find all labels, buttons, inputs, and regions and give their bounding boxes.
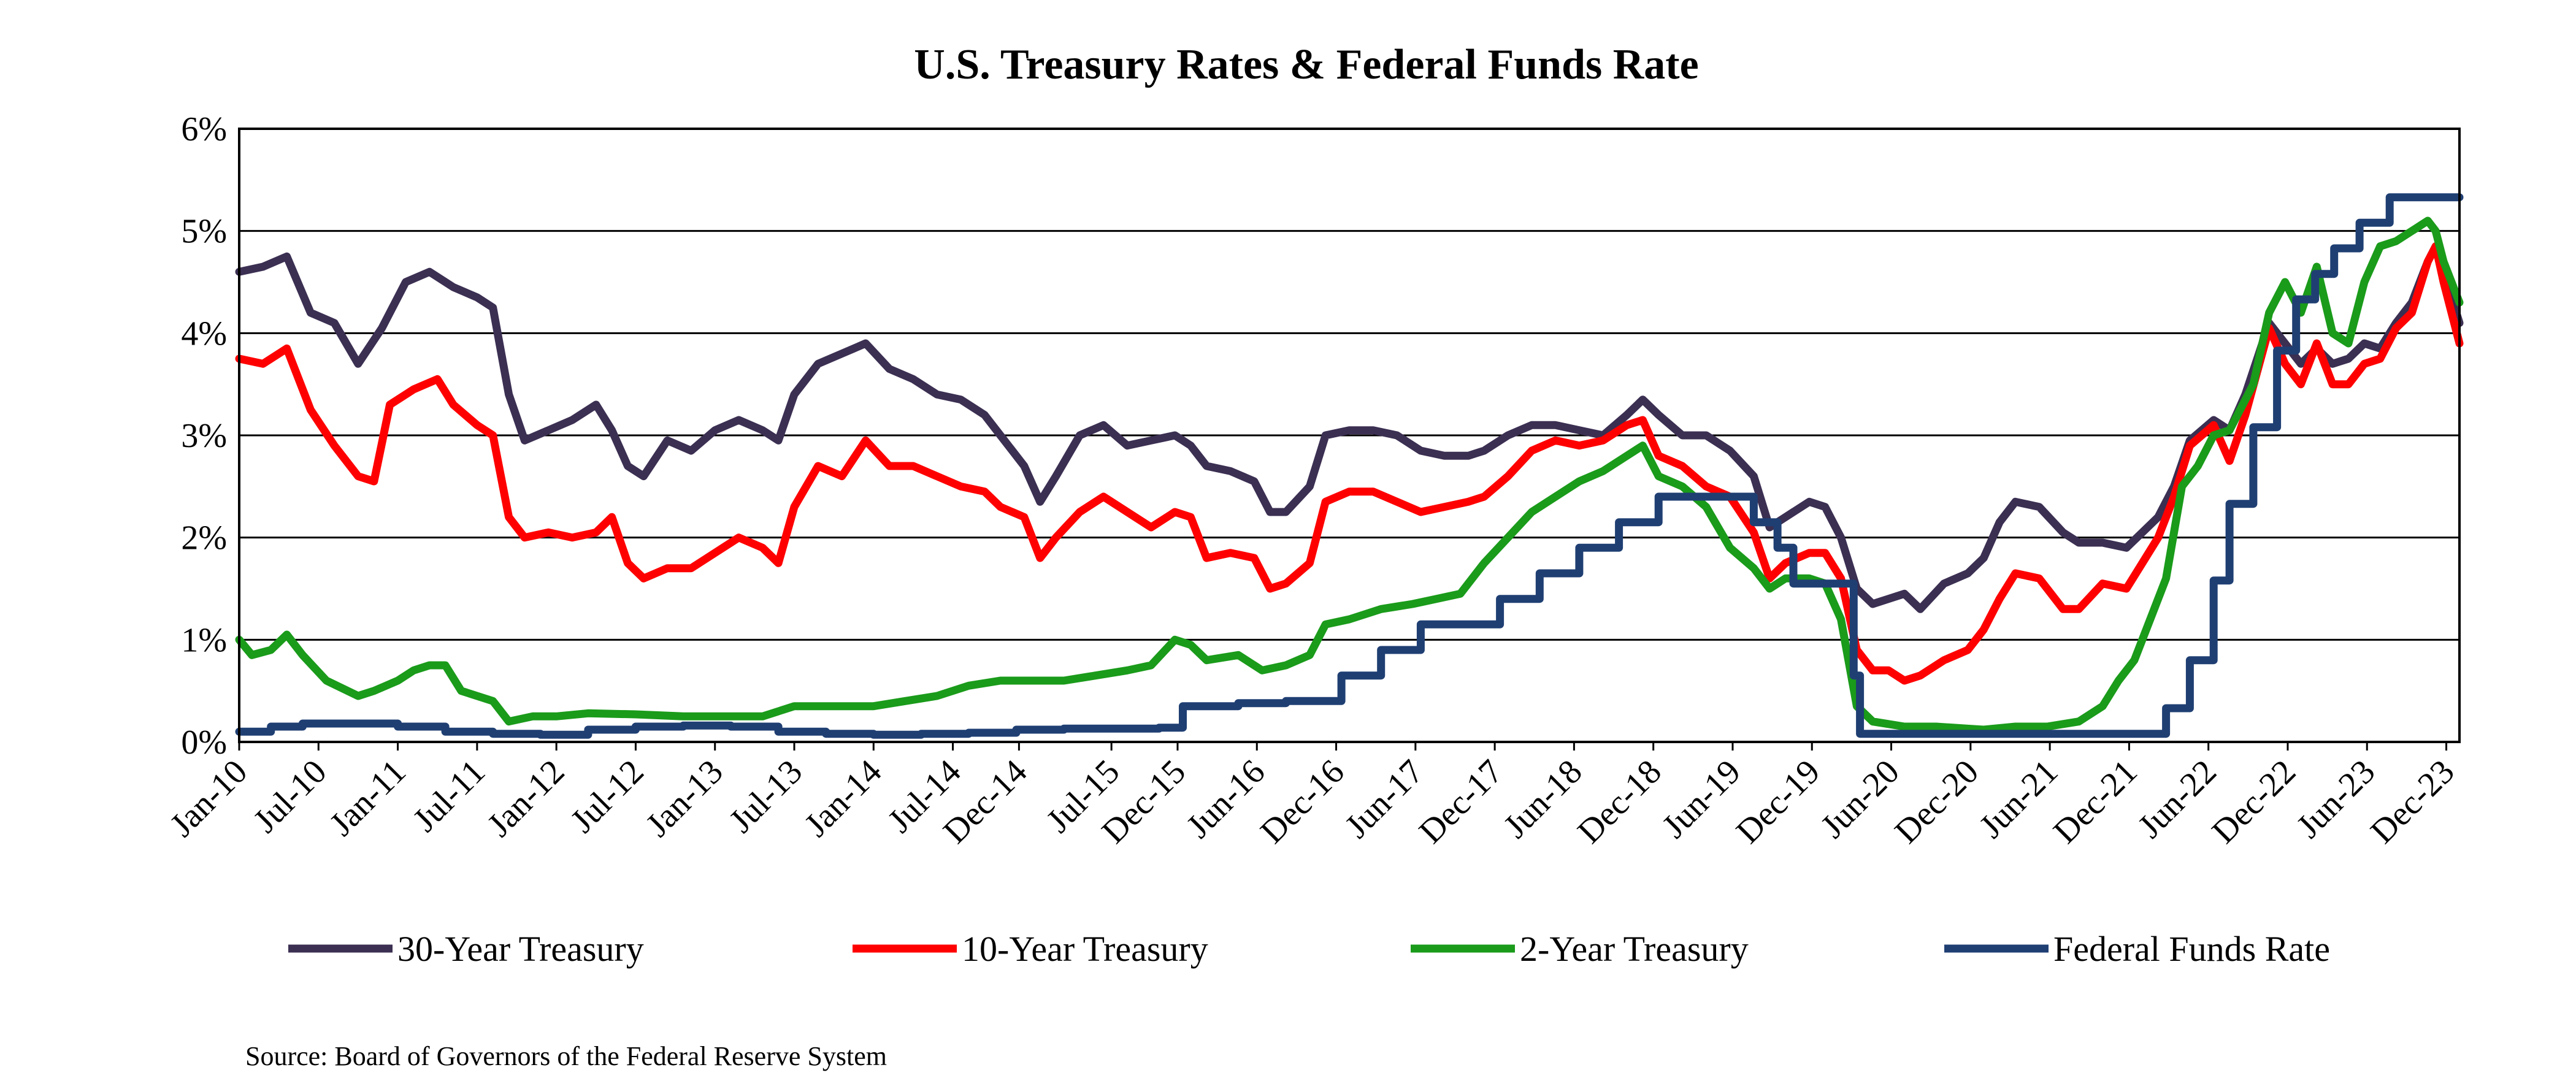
series-line-10-year-treasury (235, 242, 2464, 685)
x-tick-label: Dec-18 (1570, 752, 1668, 850)
x-tick-label: Dec-16 (1253, 752, 1351, 850)
x-tick-label: Dec-22 (2205, 752, 2303, 850)
series-line-2-year-treasury (235, 216, 2464, 734)
x-tick-label: Jan-12 (480, 752, 572, 844)
x-axis-ticks: Jan-10Jul-10Jan-11Jul-11Jan-12Jul-12Jan-… (163, 742, 2462, 851)
series-line-30-year-treasury (235, 242, 2464, 613)
x-tick-label: Jan-11 (323, 752, 413, 843)
y-tick-label: 2% (181, 519, 227, 557)
x-tick-label: Dec-23 (2363, 752, 2461, 850)
x-tick-label: Jul-10 (247, 752, 334, 840)
y-tick-label: 6% (181, 110, 227, 148)
x-tick-label: Jul-12 (564, 752, 651, 840)
x-tick-label: Jan-10 (163, 752, 255, 844)
x-tick-label: Dec-19 (1729, 752, 1827, 850)
x-tick-label: Jun-18 (1497, 752, 1590, 846)
y-tick-label: 0% (181, 724, 227, 762)
x-tick-label: Jul-11 (406, 752, 493, 839)
source-note: Source: Board of Governors of the Federa… (245, 1041, 887, 1071)
x-tick-label: Jan-13 (638, 752, 730, 844)
y-tick-label: 5% (181, 213, 227, 251)
legend: 30-Year Treasury 10-Year Treasury 2-Year T… (288, 929, 2330, 969)
plot-frame (238, 128, 2461, 743)
y-tick-label: 1% (181, 621, 227, 659)
y-tick-label: 3% (181, 417, 227, 455)
y-tick-label: 4% (181, 315, 227, 353)
x-tick-label: Jun-22 (2131, 752, 2224, 846)
x-tick-label: Jun-20 (1814, 752, 1907, 846)
x-tick-label: Jun-21 (1972, 752, 2066, 846)
x-tick-label: Jun-23 (2290, 752, 2383, 846)
x-tick-label: Jun-19 (1655, 752, 1749, 846)
legend-label-10-year-treasury: 10-Year Treasury (962, 929, 1208, 969)
series-line-federal-funds-rate (235, 193, 2464, 739)
legend-label-30-year-treasury: 30-Year Treasury (397, 929, 644, 969)
y-axis-ticks: 0% 1% 2% 3% 4% 5% 6% (181, 110, 227, 762)
x-tick-label: Jan-14 (797, 752, 889, 844)
legend-label-2-year-treasury: 2-Year Treasury (1520, 929, 1749, 969)
x-tick-label: Dec-17 (1412, 752, 1510, 850)
x-tick-label: Jun-16 (1179, 752, 1273, 846)
series-group (235, 193, 2464, 739)
grid (239, 230, 2459, 641)
legend-label-federal-funds-rate: Federal Funds Rate (2053, 929, 2330, 969)
chart-title: U.S. Treasury Rates & Federal Funds Rate (914, 41, 1698, 88)
x-tick-label: Dec-21 (2046, 752, 2144, 850)
x-tick-label: Jun-17 (1338, 752, 1431, 846)
x-tick-label: Dec-20 (1888, 752, 1986, 850)
x-tick-label: Jul-13 (722, 752, 810, 840)
